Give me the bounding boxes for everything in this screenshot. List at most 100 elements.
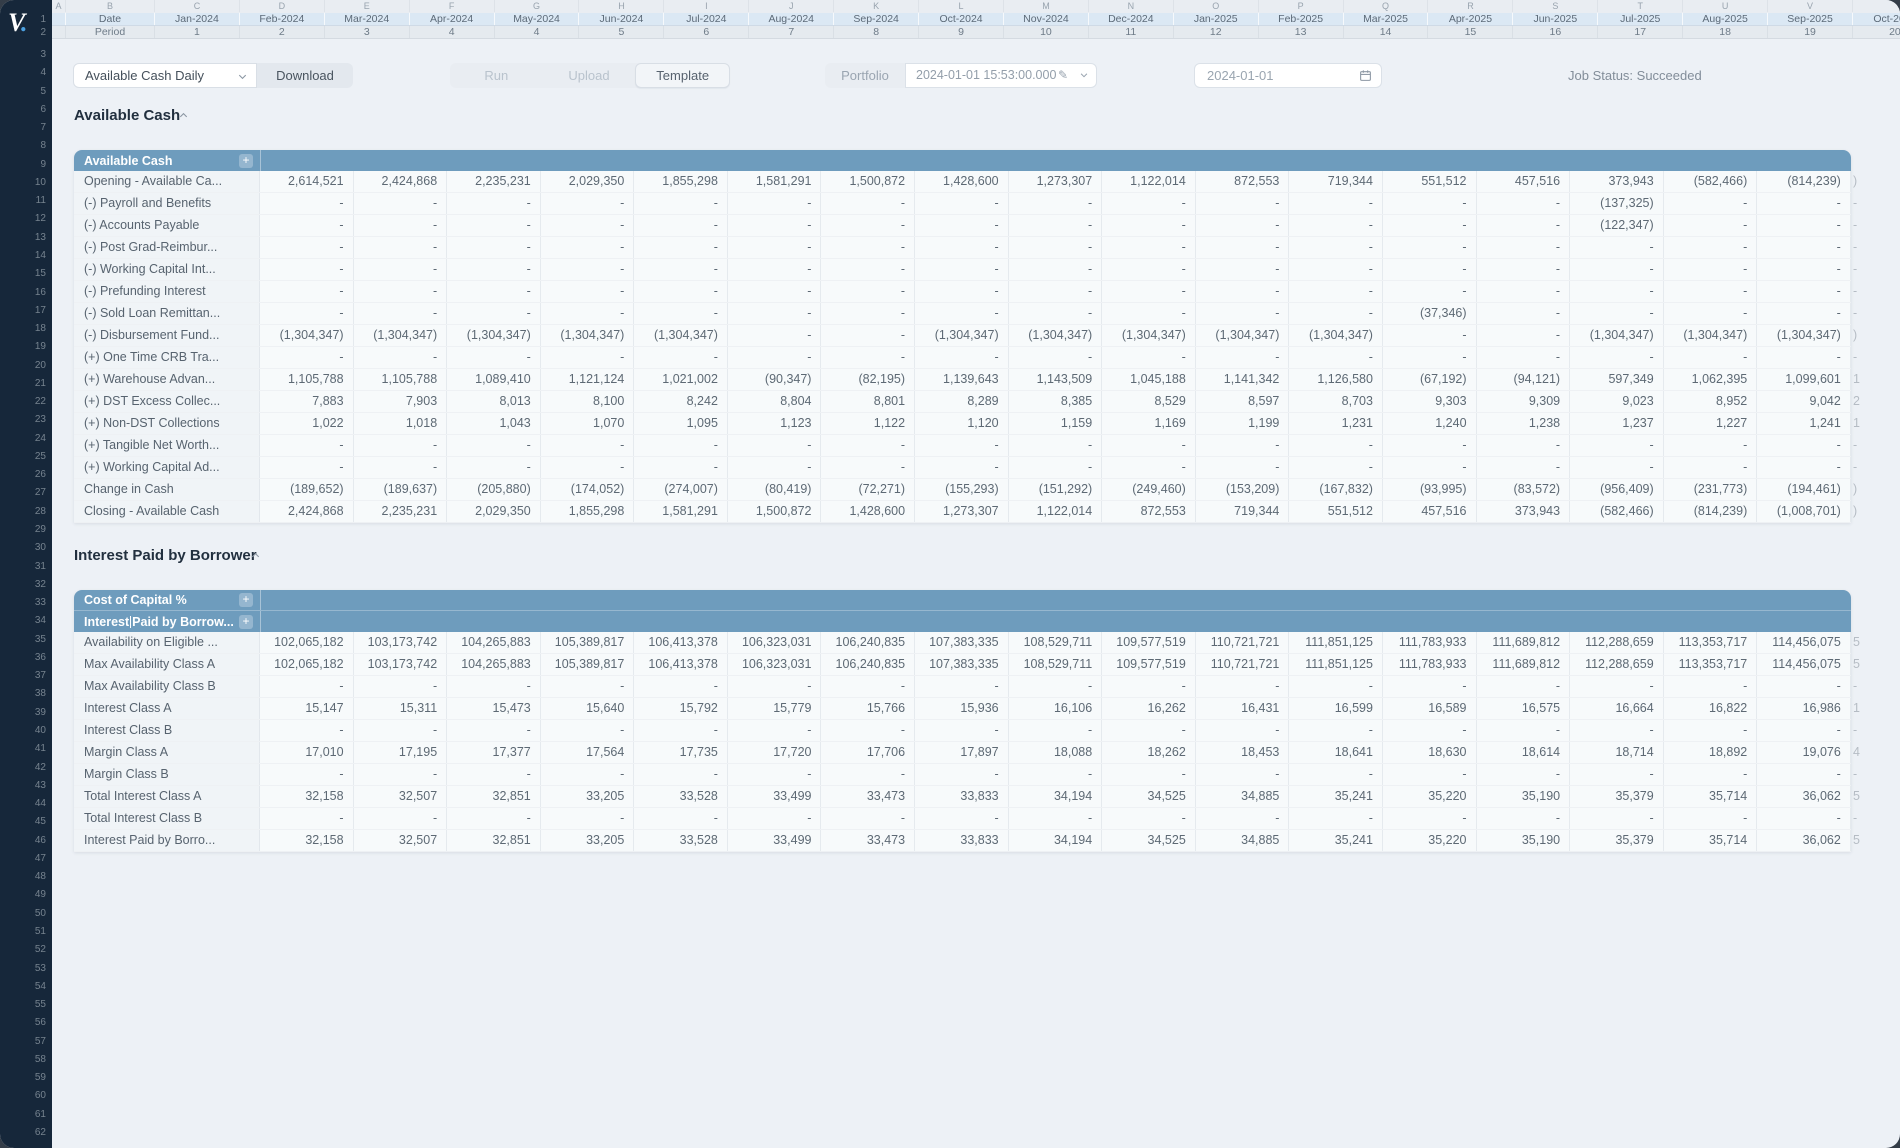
value-cell[interactable]: (37,346)	[1383, 303, 1477, 324]
value-cell[interactable]: (249,460)	[1102, 479, 1196, 500]
value-cell[interactable]: 15,792	[634, 698, 728, 719]
value-cell[interactable]: 1,141,342	[1196, 369, 1290, 390]
value-cell[interactable]: -	[1289, 676, 1383, 697]
value-cell[interactable]: (1,304,347)	[1102, 325, 1196, 346]
value-cell[interactable]: -	[728, 347, 822, 368]
value-cell[interactable]: 15,640	[541, 698, 635, 719]
column-letter-N[interactable]: N	[1089, 0, 1174, 12]
value-cell[interactable]: -	[541, 676, 635, 697]
value-cell[interactable]: -	[447, 281, 541, 302]
value-cell[interactable]: -	[1664, 259, 1758, 280]
value-cell[interactable]: -	[1664, 303, 1758, 324]
value-cell[interactable]: 2,029,350	[541, 171, 635, 192]
chevron-down-icon[interactable]	[1079, 70, 1089, 80]
value-cell[interactable]: -	[1102, 764, 1196, 785]
value-cell[interactable]: 35,379	[1570, 830, 1664, 851]
column-letter-A[interactable]: A	[52, 0, 66, 12]
value-cell[interactable]: 373,943	[1570, 171, 1664, 192]
value-cell[interactable]: -	[260, 303, 354, 324]
row-label-cell[interactable]: Total Interest Class A	[74, 786, 260, 807]
value-cell[interactable]: -	[1289, 720, 1383, 741]
period-cell-Sep-2025[interactable]: 19	[1768, 26, 1853, 38]
column-letter-J[interactable]: J	[749, 0, 835, 12]
row-label-cell[interactable]: Opening - Available Ca...	[74, 171, 260, 192]
value-cell[interactable]: -	[634, 281, 728, 302]
row-number-45[interactable]: 45	[34, 816, 46, 828]
value-cell[interactable]: -	[541, 347, 635, 368]
value-cell[interactable]: 103,173,742	[354, 632, 448, 653]
row-number-33[interactable]: 33	[34, 597, 46, 609]
value-cell[interactable]: -	[1102, 215, 1196, 236]
value-cell[interactable]: -	[1102, 281, 1196, 302]
row-number-48[interactable]: 48	[34, 871, 46, 883]
value-cell[interactable]: (83,572)	[1477, 479, 1571, 500]
value-cell[interactable]: 105,389,817	[541, 654, 635, 675]
value-cell[interactable]: -	[1009, 347, 1103, 368]
value-cell[interactable]: 34,194	[1009, 830, 1103, 851]
row-number-27[interactable]: 27	[34, 487, 46, 499]
value-cell[interactable]: 15,311	[354, 698, 448, 719]
value-cell[interactable]: 597,349	[1570, 369, 1664, 390]
value-cell[interactable]: 1,062,395	[1664, 369, 1758, 390]
value-cell[interactable]: 106,413,378	[634, 654, 728, 675]
value-cell[interactable]: -	[354, 237, 448, 258]
value-cell[interactable]: 33,833	[915, 830, 1009, 851]
date-cell-Jun-2025[interactable]: Jun-2025	[1513, 13, 1599, 25]
value-cell[interactable]: 107,383,335	[915, 632, 1009, 653]
value-cell[interactable]: -	[1009, 303, 1103, 324]
value-cell[interactable]: -	[1196, 237, 1290, 258]
value-cell[interactable]: (155,293)	[915, 479, 1009, 500]
period-cell-Aug-2025[interactable]: 18	[1683, 26, 1769, 38]
period-cell-Sep-2024[interactable]: 8	[834, 26, 920, 38]
value-cell[interactable]: -	[354, 720, 448, 741]
run-datetime-field[interactable]: 2024-01-01 15:53:00.000 ✎	[905, 63, 1097, 88]
value-cell[interactable]: -	[1664, 347, 1758, 368]
row-number-36[interactable]: 36	[34, 651, 46, 663]
value-cell[interactable]: 17,735	[634, 742, 728, 763]
value-cell[interactable]: 1,237	[1570, 413, 1664, 434]
portfolio-button[interactable]: Portfolio	[825, 63, 905, 88]
value-cell[interactable]: -	[354, 676, 448, 697]
value-cell[interactable]: -	[1477, 720, 1571, 741]
value-cell[interactable]: -	[1289, 237, 1383, 258]
value-cell[interactable]: -	[1477, 764, 1571, 785]
value-cell[interactable]: -	[728, 193, 822, 214]
value-cell[interactable]: -	[1477, 303, 1571, 324]
value-cell[interactable]: 9,303	[1383, 391, 1477, 412]
value-cell[interactable]: (174,052)	[541, 479, 635, 500]
value-cell[interactable]: 457,516	[1383, 501, 1477, 522]
column-letter-T[interactable]: T	[1598, 0, 1684, 12]
value-cell[interactable]: 9,042	[1757, 391, 1851, 412]
value-cell[interactable]: (274,007)	[634, 479, 728, 500]
value-cell[interactable]: -	[1664, 281, 1758, 302]
column-letter-G[interactable]: G	[495, 0, 580, 12]
value-cell[interactable]: 1,143,509	[1009, 369, 1103, 390]
value-cell[interactable]: (122,347)	[1570, 215, 1664, 236]
value-cell[interactable]: -	[1664, 764, 1758, 785]
date-cell-Sep-2024[interactable]: Sep-2024	[834, 13, 920, 25]
value-cell[interactable]: -	[260, 720, 354, 741]
row-number-18[interactable]: 18	[34, 323, 46, 335]
value-cell[interactable]: -	[728, 808, 822, 829]
value-cell[interactable]: 1,273,307	[1009, 171, 1103, 192]
value-cell[interactable]: -	[1757, 193, 1851, 214]
value-cell[interactable]: -	[1383, 325, 1477, 346]
period-cell-Aug-2024[interactable]: 7	[749, 26, 835, 38]
value-cell[interactable]: 17,720	[728, 742, 822, 763]
value-cell[interactable]: 114,456,075	[1757, 654, 1851, 675]
value-cell[interactable]: 111,783,933	[1383, 654, 1477, 675]
run-button[interactable]: Run	[484, 68, 509, 83]
add-row-button[interactable]: +	[239, 153, 253, 168]
row-number-51[interactable]: 51	[34, 925, 46, 937]
value-cell[interactable]: -	[1009, 193, 1103, 214]
row-label-cell[interactable]: (+) Warehouse Advan...	[74, 369, 260, 390]
value-cell[interactable]: 17,377	[447, 742, 541, 763]
row-number-26[interactable]: 26	[34, 469, 46, 481]
date-cell-Mar-2025[interactable]: Mar-2025	[1344, 13, 1429, 25]
value-cell[interactable]: -	[1477, 435, 1571, 456]
value-cell[interactable]: -	[354, 259, 448, 280]
value-cell[interactable]: -	[1102, 347, 1196, 368]
value-cell[interactable]: -	[1289, 808, 1383, 829]
value-cell[interactable]: (1,304,347)	[1570, 325, 1664, 346]
value-cell[interactable]: 18,892	[1664, 742, 1758, 763]
